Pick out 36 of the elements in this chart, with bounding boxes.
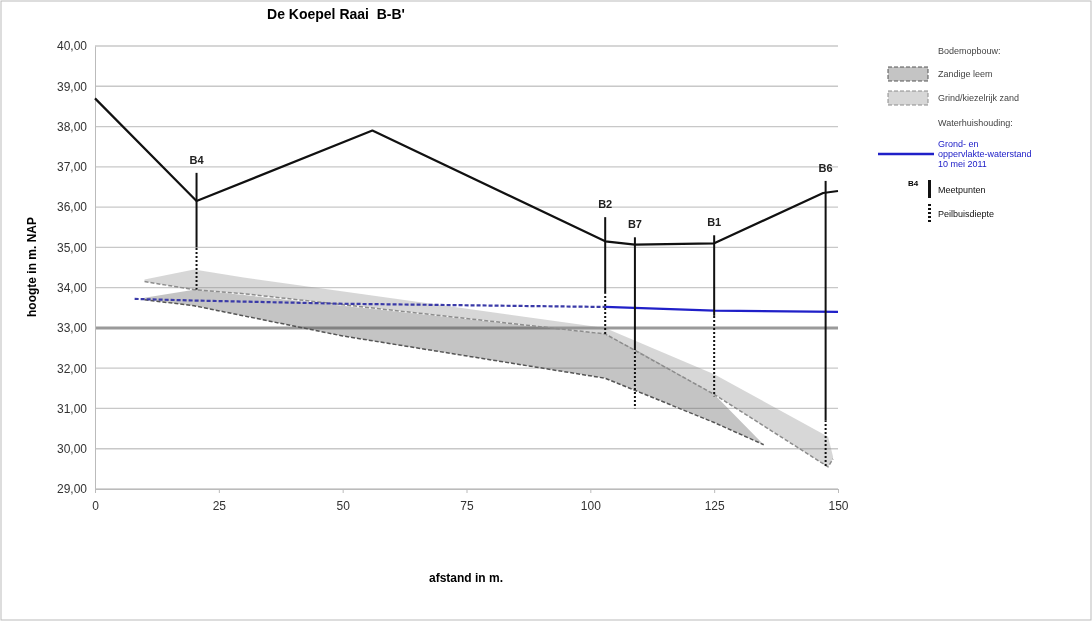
text: Waterhuishouding: bbox=[938, 118, 1013, 128]
text: B4 bbox=[908, 179, 919, 188]
annotation: B7 bbox=[627, 218, 642, 231]
y-tick-label: 39,00 bbox=[56, 79, 88, 94]
y-tick-label: 37,00 bbox=[56, 160, 88, 175]
annotation: B1 bbox=[707, 216, 722, 229]
y-tick-label: 30,00 bbox=[56, 442, 88, 457]
y-axis-title: hoogte in m. NAP bbox=[25, 217, 39, 317]
y-tick-label: 36,00 bbox=[56, 200, 88, 215]
legend-label: Peilbuisdiepte bbox=[938, 209, 995, 219]
x-axis-title: afstand in m. bbox=[428, 571, 504, 585]
x-tick-label: 100 bbox=[580, 499, 602, 514]
legend-label: Zandige leem bbox=[938, 69, 993, 79]
annotation: B2 bbox=[598, 198, 613, 211]
y-tick-label: 35,00 bbox=[56, 240, 88, 255]
annotation: B4 bbox=[189, 153, 205, 166]
x-tick-label: 50 bbox=[336, 499, 351, 514]
legend-label: Grind/kiezelrijk zand bbox=[938, 93, 1020, 103]
x-tick-label: 125 bbox=[704, 499, 725, 514]
legend-label: Meetpunten bbox=[938, 185, 986, 195]
x-tick-label: 150 bbox=[828, 499, 849, 514]
x-tick-label: 75 bbox=[460, 499, 474, 514]
y-tick-label: 40,00 bbox=[56, 39, 88, 54]
text: Grond- en oppervlakte-waterstand 10 mei 2011 bbox=[938, 139, 1032, 169]
y-tick-label: 33,00 bbox=[56, 321, 88, 336]
text: Bodemopbouw: bbox=[938, 46, 1001, 56]
annotation: B6 bbox=[818, 161, 833, 174]
line-series bbox=[133, 297, 607, 309]
x-tick-label: 25 bbox=[212, 499, 227, 514]
y-tick-label: 34,00 bbox=[56, 280, 88, 295]
y-tick-label: 38,00 bbox=[56, 119, 88, 134]
chart-title: De Koepel Raai B-B' bbox=[267, 6, 405, 22]
y-tick-label: 29,00 bbox=[56, 482, 88, 497]
y-tick-label: 31,00 bbox=[56, 401, 88, 416]
x-tick-label: 0 bbox=[92, 499, 100, 514]
y-tick-label: 32,00 bbox=[56, 361, 88, 376]
